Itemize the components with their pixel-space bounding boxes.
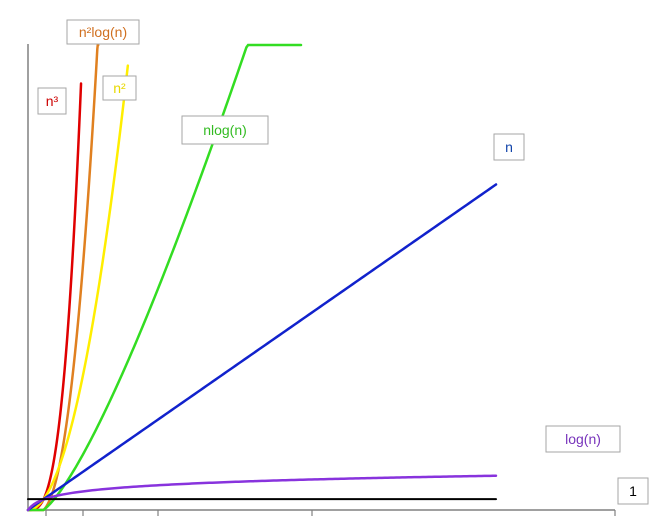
series-line-1 (26, 43, 100, 512)
series-label-box (102, 75, 137, 101)
series-line-4 (26, 183, 498, 512)
series-label-1: n²log(n) (66, 19, 140, 45)
series-label-6: 1 (617, 477, 649, 505)
series-label-box (545, 425, 621, 453)
series-label-box (37, 87, 67, 115)
series-label-text: nlog(n) (203, 122, 247, 138)
series-label-text: n²log(n) (79, 24, 127, 40)
series-line-5 (26, 474, 498, 512)
series-label-text: n (505, 139, 513, 155)
series-label-text: n³ (46, 93, 59, 109)
series-label-text: 1 (629, 483, 637, 499)
series-label-box (493, 133, 525, 161)
series-label-4: n (493, 133, 525, 161)
series-layer (26, 43, 498, 512)
series-label-0: n³ (37, 87, 67, 115)
series-label-text: log(n) (565, 431, 601, 447)
series-label-2: n² (102, 75, 137, 101)
series-label-box (617, 477, 649, 505)
series-label-box (181, 115, 269, 145)
x-axis-ticks (45, 510, 616, 516)
series-label-box (66, 19, 140, 45)
series-label-5: log(n) (545, 425, 621, 453)
series-line-0 (26, 82, 83, 512)
series-label-3: nlog(n) (181, 115, 269, 145)
series-label-text: n² (113, 80, 126, 96)
series-line-3 (26, 43, 303, 512)
